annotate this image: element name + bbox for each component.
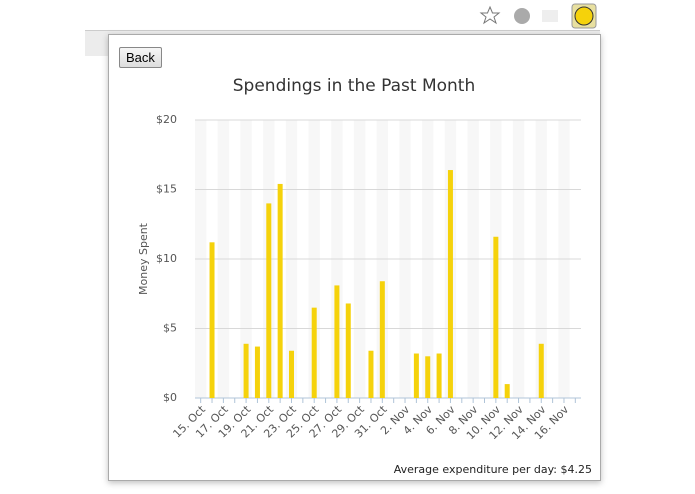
bar (493, 236, 499, 398)
y-tick-label: $10 (156, 252, 177, 265)
bar (345, 303, 351, 398)
bar (379, 281, 385, 398)
bar (254, 346, 260, 398)
bar (425, 356, 431, 398)
y-tick-label: $20 (156, 113, 177, 126)
bar (289, 350, 294, 398)
bar (504, 384, 510, 398)
toolbar-icons (479, 3, 597, 29)
bar (311, 307, 317, 398)
y-tick-label: $0 (163, 391, 177, 404)
bar (436, 353, 442, 398)
chart-title: Spendings in the Past Month (233, 76, 475, 96)
bar (538, 343, 544, 398)
bar (447, 170, 453, 398)
extension-icon[interactable] (542, 10, 558, 22)
wat-icon[interactable] (574, 6, 594, 26)
popup: Spendings in the Past Month Money Spent … (108, 34, 601, 481)
bar (266, 203, 272, 398)
bar (277, 183, 283, 398)
browser-toolbar (85, 0, 600, 31)
chart: Spendings in the Past Month Money Spent … (137, 76, 581, 442)
y-axis-title: Money Spent (137, 222, 150, 295)
y-tick-label: $15 (156, 183, 177, 196)
bar (209, 242, 215, 398)
bar (368, 350, 374, 398)
back-button[interactable]: Back (119, 47, 162, 68)
extension-icon[interactable] (514, 8, 530, 24)
bar (243, 343, 249, 398)
bar (334, 285, 340, 398)
bar (413, 353, 419, 398)
star-icon[interactable] (479, 5, 501, 25)
footer-text: Average expenditure per day: $4.25 (393, 463, 592, 476)
y-tick-label: $5 (163, 322, 177, 335)
